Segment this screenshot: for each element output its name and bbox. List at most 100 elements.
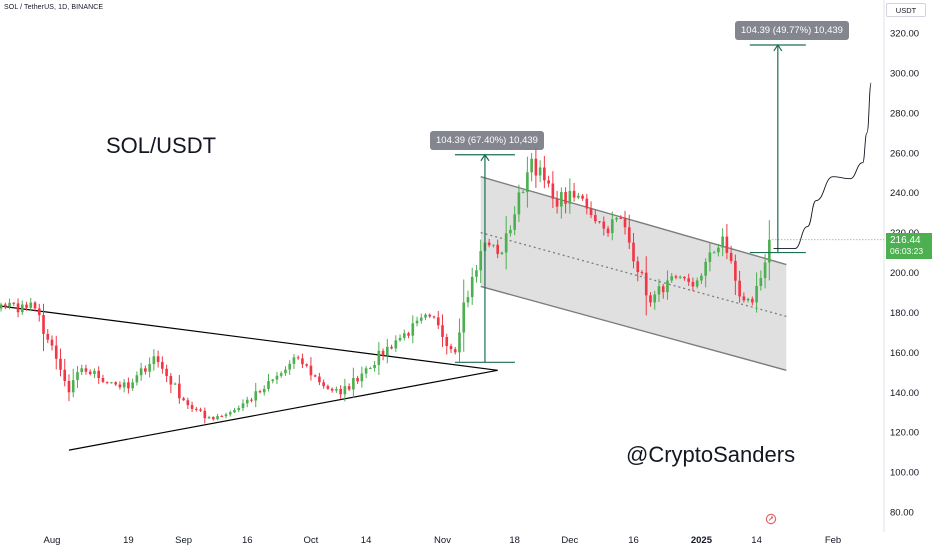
candle-body: [54, 345, 58, 359]
candle: [224, 412, 228, 419]
candle: [453, 346, 457, 355]
candle: [93, 368, 96, 379]
candle: [12, 302, 16, 307]
candle: [88, 369, 92, 376]
candle: [16, 298, 20, 318]
candle: [419, 313, 423, 324]
candle-body: [746, 298, 750, 301]
candle: [411, 315, 415, 344]
candle-body: [275, 375, 279, 380]
y-tick-label: 140.00: [890, 388, 919, 399]
reload-icon[interactable]: [765, 513, 777, 525]
candle: [734, 254, 737, 295]
candle: [250, 397, 253, 403]
candle: [763, 254, 767, 289]
measure-right: [749, 43, 806, 254]
parallel-channel[interactable]: [480, 176, 787, 371]
candle-body: [301, 358, 304, 365]
candle-body: [407, 333, 410, 336]
candle-body: [657, 286, 661, 295]
candle: [695, 277, 699, 289]
candle-body: [564, 192, 567, 204]
candle: [42, 303, 45, 352]
candle: [216, 413, 219, 421]
currency-button[interactable]: USDT: [886, 3, 926, 17]
candle-body: [674, 276, 678, 278]
candle-body: [42, 315, 45, 334]
candle-body: [216, 416, 219, 420]
candle: [80, 364, 84, 376]
y-tick-label: 120.00: [890, 428, 919, 439]
candle-body: [577, 195, 580, 198]
candle-body: [509, 229, 512, 234]
candle: [636, 256, 640, 282]
candle: [615, 216, 618, 223]
candle: [309, 357, 313, 381]
candle: [131, 378, 134, 391]
candle-body: [398, 337, 402, 341]
candle-body: [97, 370, 101, 379]
candle: [292, 354, 296, 369]
candle-body: [335, 388, 338, 391]
candle: [725, 224, 729, 260]
candle: [165, 364, 168, 382]
candle-body: [33, 302, 37, 309]
candle: [156, 350, 160, 368]
candle-body: [610, 219, 614, 234]
candle: [161, 356, 164, 374]
symbol-title: SOL / TetherUS, 1D, BINANCE: [4, 4, 104, 11]
x-tick-label: 16: [242, 535, 253, 546]
candle-body: [245, 399, 249, 404]
candle-body: [462, 302, 466, 333]
price-range-measures[interactable]: [454, 43, 806, 363]
candle: [564, 187, 567, 214]
measure-arrow-icon: [480, 153, 490, 162]
candle-body: [585, 198, 589, 209]
candle: [610, 211, 614, 241]
candle-body: [394, 340, 398, 349]
candle-body: [436, 317, 440, 326]
candle-body: [356, 378, 359, 382]
candle-body: [700, 275, 703, 281]
candle-body: [292, 357, 296, 364]
candle: [29, 297, 33, 312]
candle-body: [135, 375, 139, 383]
candle: [670, 273, 674, 283]
candle: [262, 385, 266, 396]
candle: [513, 206, 516, 236]
candle: [704, 258, 707, 288]
candle-body: [725, 236, 729, 253]
candle-body: [360, 373, 364, 382]
candle-body: [479, 251, 483, 271]
candle-body: [517, 192, 521, 215]
candle-body: [449, 346, 453, 350]
triangle-pattern[interactable]: [0, 298, 498, 451]
candle-body: [644, 272, 648, 296]
candle: [173, 382, 177, 385]
candle: [462, 279, 466, 352]
candle: [428, 313, 432, 319]
candle: [470, 267, 474, 305]
candle: [207, 415, 211, 419]
candle-body: [729, 252, 733, 262]
projection-path[interactable]: [772, 82, 884, 250]
candle: [687, 273, 691, 286]
candle: [729, 245, 733, 264]
candle-body: [59, 358, 62, 370]
candle: [178, 374, 181, 404]
x-tick-label: 16: [628, 535, 639, 546]
candle: [194, 406, 198, 412]
candle: [318, 372, 321, 386]
candle-body: [220, 416, 224, 418]
candle-body: [347, 386, 351, 390]
candle-body: [606, 228, 610, 234]
x-tick-label: 14: [751, 535, 762, 546]
candle-body: [496, 244, 499, 254]
candle-body: [627, 227, 631, 243]
candle-body: [458, 332, 461, 353]
candle: [547, 175, 550, 188]
candle-body: [734, 261, 737, 281]
candle-body: [708, 252, 712, 262]
